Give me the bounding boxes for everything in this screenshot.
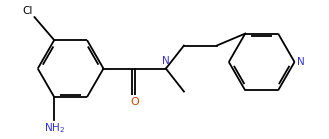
Text: Cl: Cl bbox=[23, 6, 33, 16]
Text: O: O bbox=[130, 97, 139, 107]
Text: N: N bbox=[162, 56, 170, 66]
Text: N: N bbox=[297, 57, 305, 67]
Text: NH$_2$: NH$_2$ bbox=[44, 121, 65, 135]
